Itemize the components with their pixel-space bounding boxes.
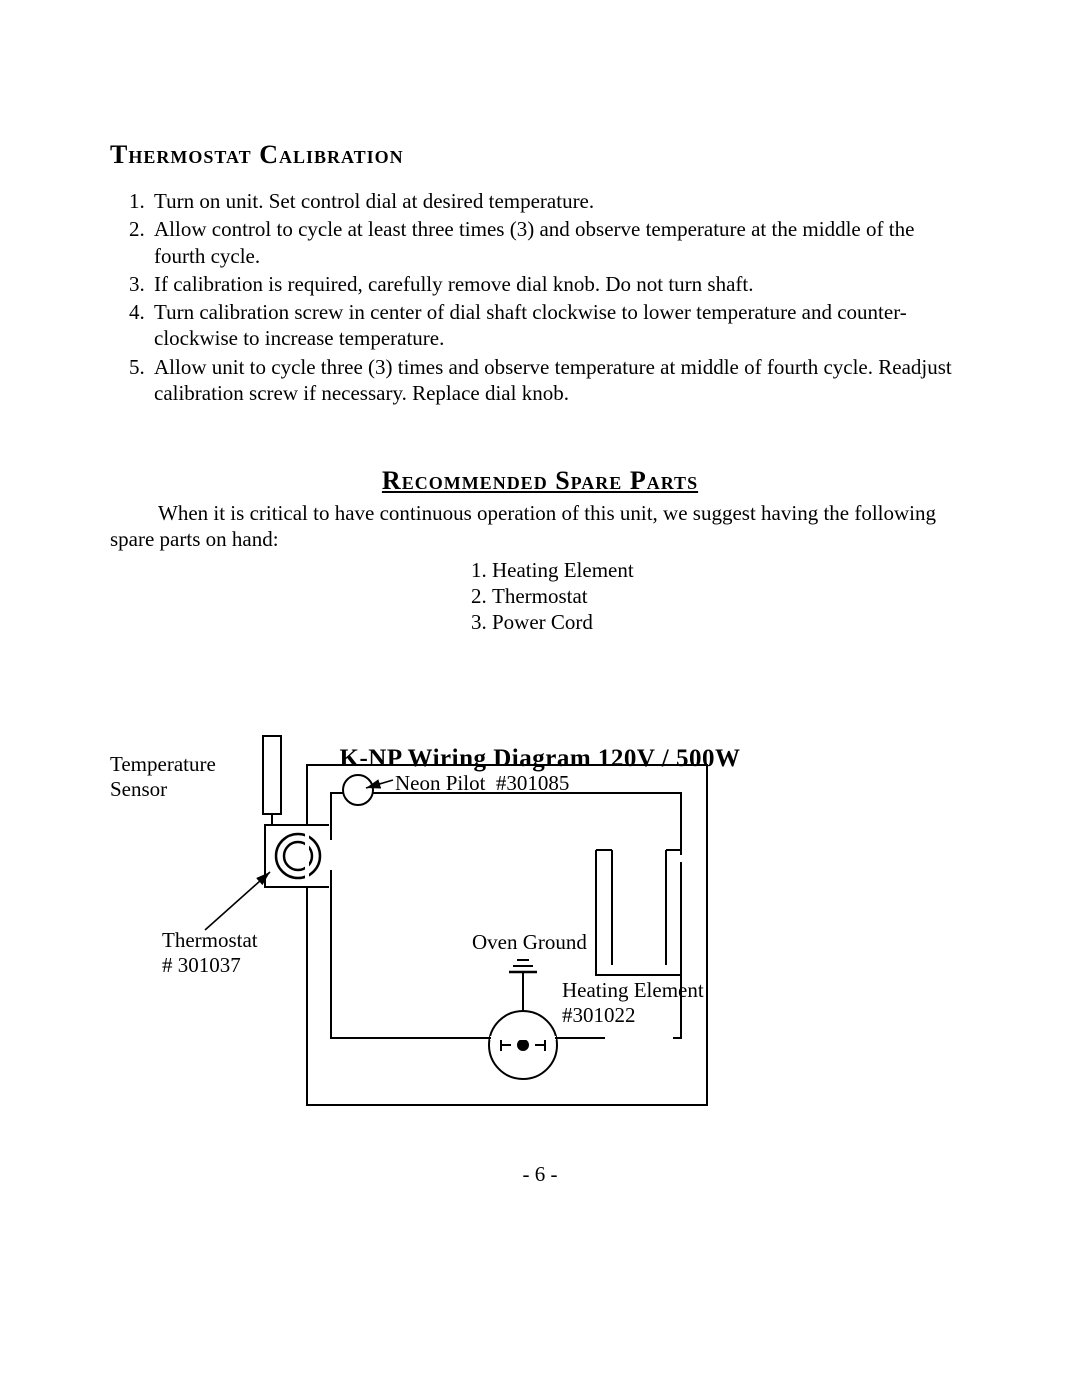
list-item: Thermostat	[492, 583, 970, 609]
calibration-title: Thermostat Calibration	[110, 140, 970, 170]
list-item: If calibration is required, carefully re…	[150, 271, 970, 297]
page-number: - 6 -	[0, 1162, 1080, 1187]
list-item: Allow control to cycle at least three ti…	[150, 216, 970, 269]
label-heating-element: Heating Element #301022	[562, 978, 704, 1028]
spare-parts-list: Heating Element Thermostat Power Cord	[470, 557, 970, 636]
label-oven-ground: Oven Ground	[472, 930, 587, 955]
label-thermostat: Thermostat # 301037	[162, 928, 258, 978]
label-temp-sensor: Temperature Sensor	[110, 752, 216, 802]
wiring-diagram: Temperature Sensor Neon Pilot #301085 Th…	[110, 700, 880, 1180]
label-neon-pilot: Neon Pilot #301085	[395, 771, 569, 796]
list-item: Turn calibration screw in center of dial…	[150, 299, 970, 352]
spare-parts-intro: When it is critical to have continuous o…	[110, 500, 970, 553]
wiring-svg	[110, 700, 880, 1130]
list-item: Turn on unit. Set control dial at desire…	[150, 188, 970, 214]
list-item: Allow unit to cycle three (3) times and …	[150, 354, 970, 407]
spare-parts-title: Recommended Spare Parts	[110, 466, 970, 496]
list-item: Power Cord	[492, 609, 970, 635]
page: Thermostat Calibration Turn on unit. Set…	[0, 0, 1080, 1397]
list-item: Heating Element	[492, 557, 970, 583]
calibration-steps: Turn on unit. Set control dial at desire…	[132, 188, 970, 406]
